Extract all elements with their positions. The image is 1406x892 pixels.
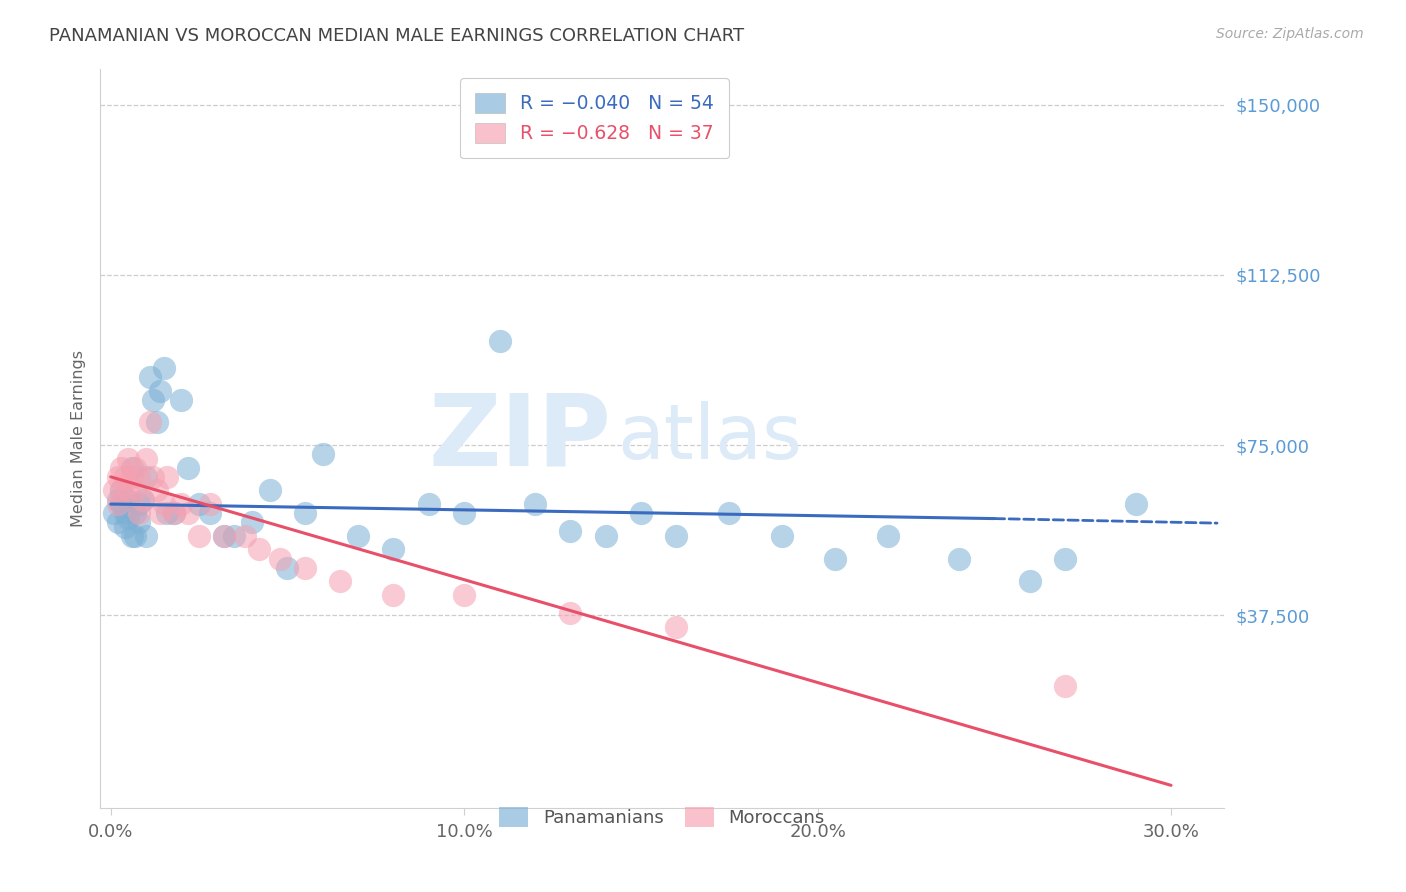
- Point: [170, 392, 193, 407]
- Point: [1125, 497, 1147, 511]
- Point: [110, 497, 132, 511]
- Point: [121, 529, 143, 543]
- Point: [177, 506, 200, 520]
- Point: [177, 460, 200, 475]
- Y-axis label: Median Male Earnings: Median Male Earnings: [72, 350, 86, 527]
- Point: [135, 470, 157, 484]
- Point: [718, 506, 741, 520]
- Point: [523, 497, 546, 511]
- Point: [103, 483, 125, 498]
- Point: [276, 560, 298, 574]
- Point: [1018, 574, 1040, 589]
- Point: [212, 529, 235, 543]
- Point: [107, 497, 129, 511]
- Point: [224, 529, 246, 543]
- Point: [1053, 551, 1076, 566]
- Point: [128, 497, 150, 511]
- Point: [233, 529, 256, 543]
- Point: [124, 506, 146, 520]
- Point: [630, 506, 652, 520]
- Point: [138, 416, 160, 430]
- Point: [312, 447, 335, 461]
- Point: [188, 529, 211, 543]
- Point: [117, 492, 139, 507]
- Point: [665, 619, 688, 633]
- Point: [107, 515, 129, 529]
- Point: [149, 506, 172, 520]
- Point: [347, 529, 370, 543]
- Point: [131, 492, 153, 507]
- Point: [110, 483, 132, 498]
- Point: [117, 483, 139, 498]
- Point: [418, 497, 440, 511]
- Legend: Panamanians, Moroccans: Panamanians, Moroccans: [486, 795, 838, 839]
- Point: [103, 506, 125, 520]
- Point: [198, 506, 221, 520]
- Point: [329, 574, 352, 589]
- Text: PANAMANIAN VS MOROCCAN MEDIAN MALE EARNINGS CORRELATION CHART: PANAMANIAN VS MOROCCAN MEDIAN MALE EARNI…: [49, 27, 744, 45]
- Text: ZIP: ZIP: [429, 390, 612, 487]
- Point: [770, 529, 793, 543]
- Point: [560, 524, 582, 539]
- Point: [824, 551, 846, 566]
- Point: [294, 506, 316, 520]
- Point: [382, 542, 405, 557]
- Point: [240, 515, 263, 529]
- Point: [453, 588, 475, 602]
- Point: [145, 483, 167, 498]
- Point: [128, 470, 150, 484]
- Point: [142, 470, 165, 484]
- Point: [163, 506, 186, 520]
- Point: [124, 460, 146, 475]
- Point: [382, 588, 405, 602]
- Point: [110, 483, 132, 498]
- Point: [247, 542, 270, 557]
- Point: [188, 497, 211, 511]
- Point: [114, 520, 136, 534]
- Point: [124, 483, 146, 498]
- Point: [488, 334, 510, 348]
- Point: [1053, 679, 1076, 693]
- Point: [135, 451, 157, 466]
- Point: [138, 370, 160, 384]
- Point: [124, 529, 146, 543]
- Point: [198, 497, 221, 511]
- Point: [121, 470, 143, 484]
- Point: [152, 361, 174, 376]
- Point: [665, 529, 688, 543]
- Point: [453, 506, 475, 520]
- Point: [163, 506, 186, 520]
- Point: [269, 551, 291, 566]
- Point: [156, 470, 179, 484]
- Point: [121, 460, 143, 475]
- Point: [145, 416, 167, 430]
- Point: [114, 470, 136, 484]
- Point: [128, 515, 150, 529]
- Text: Source: ZipAtlas.com: Source: ZipAtlas.com: [1216, 27, 1364, 41]
- Point: [948, 551, 970, 566]
- Point: [294, 560, 316, 574]
- Point: [142, 392, 165, 407]
- Point: [114, 506, 136, 520]
- Point: [212, 529, 235, 543]
- Point: [560, 606, 582, 620]
- Point: [135, 529, 157, 543]
- Point: [149, 384, 172, 398]
- Point: [131, 492, 153, 507]
- Point: [170, 497, 193, 511]
- Point: [107, 470, 129, 484]
- Point: [595, 529, 617, 543]
- Text: atlas: atlas: [617, 401, 801, 475]
- Point: [117, 510, 139, 524]
- Point: [107, 492, 129, 507]
- Point: [259, 483, 281, 498]
- Point: [110, 460, 132, 475]
- Point: [128, 506, 150, 520]
- Point: [152, 497, 174, 511]
- Point: [117, 451, 139, 466]
- Point: [877, 529, 900, 543]
- Point: [156, 506, 179, 520]
